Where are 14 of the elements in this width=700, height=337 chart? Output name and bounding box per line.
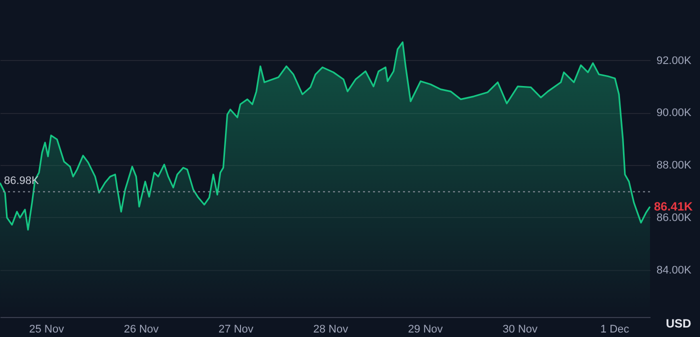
annotation: 86.41K	[654, 200, 694, 214]
y-axis-title: USD	[666, 316, 692, 330]
y-tick-label: 88.00K	[656, 160, 692, 172]
y-tick-label: 90.00K	[656, 107, 692, 120]
x-tick-label: 29 Nov	[408, 324, 444, 336]
x-tick-label: 25 Nov	[29, 324, 64, 336]
y-tick-label: 86.00K	[656, 212, 692, 224]
x-tick-label: 26 Nov	[124, 324, 160, 336]
y-tick-label: 92.00K	[656, 54, 692, 67]
x-tick-label: 30 Nov	[502, 324, 538, 336]
x-tick-label: 27 Nov	[218, 324, 254, 336]
x-tick-label: 28 Nov	[313, 324, 349, 336]
x-tick-label: 1 Dec	[600, 324, 630, 336]
y-tick-label: 84.00K	[656, 264, 692, 276]
